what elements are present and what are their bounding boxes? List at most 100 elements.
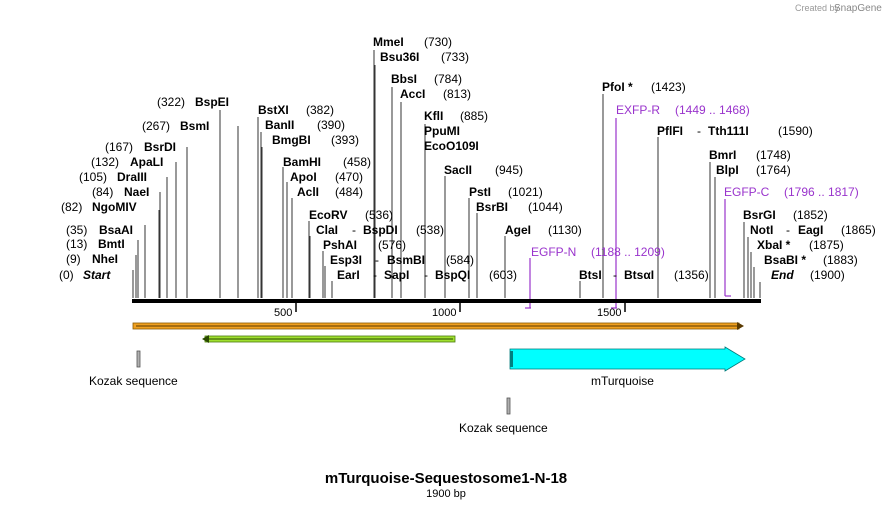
site-name: BsrGI (743, 208, 776, 222)
site-name: NotI (750, 223, 773, 237)
site-name: PstI (469, 185, 491, 199)
sequence-backbone (132, 299, 761, 312)
primer-name: EGFP-N (531, 245, 576, 259)
site-separator: - (373, 268, 377, 282)
primer-name: EXFP-R (616, 103, 660, 117)
tick-label: 500 (274, 307, 292, 319)
site-name: NaeI (124, 185, 149, 199)
site-name: PfoI * (602, 80, 633, 94)
site-pos: (538) (416, 223, 444, 237)
site-pos: (784) (434, 72, 462, 86)
site-name: BmtI (98, 237, 125, 251)
site-pos: (0) (59, 268, 74, 282)
primer-pos: (1188 .. 1209) (591, 245, 665, 259)
site-name: BmgBI (272, 133, 311, 147)
site-pos: (1356) (674, 268, 709, 282)
site-pos: (730) (424, 35, 452, 49)
site-name: NgoMIV (92, 200, 137, 214)
feature-label: Kozak sequence (459, 421, 548, 435)
site-separator: - (613, 268, 617, 282)
site-pos: (885) (460, 109, 488, 123)
end-label: End (771, 268, 794, 282)
site-name: BspDI (363, 223, 398, 237)
orf-forward[interactable] (132, 322, 744, 330)
site-name: EarI (337, 268, 360, 282)
site-name: XbaI * (757, 238, 791, 252)
site-name: EcoO109I (424, 139, 479, 153)
start-label: Start (83, 268, 111, 282)
site-pos: (458) (343, 155, 371, 169)
site-pos: (9) (66, 252, 81, 266)
snapgene-logo: SnapGene (834, 3, 882, 14)
site-name: EagI (798, 223, 823, 237)
site-pos: (382) (306, 103, 334, 117)
site-pos: (390) (317, 118, 345, 132)
primer-name: EGFP-C (724, 185, 770, 199)
kozak-feature-box[interactable] (506, 397, 511, 415)
site-pos: (35) (66, 223, 87, 237)
primer-pos: (1449 .. 1468) (675, 103, 750, 117)
site-pos: (1900) (810, 268, 845, 282)
site-pos: (733) (441, 50, 469, 64)
site-pos: (1875) (809, 238, 844, 252)
map-title: mTurquoise-Sequestosome1-N-18 (325, 470, 567, 487)
orf-reverse[interactable] (202, 335, 456, 343)
site-pos: (1883) (823, 253, 858, 267)
site-pos: (1423) (651, 80, 686, 94)
cut-site-lines (132, 50, 761, 298)
site-separator: - (697, 124, 701, 138)
site-name: AclI (297, 185, 319, 199)
site-pos: (945) (495, 163, 523, 177)
site-name: BsaBI * (764, 253, 806, 267)
site-name: KflI (424, 109, 443, 123)
site-name: EcoRV (309, 208, 347, 222)
site-pos: (1764) (756, 163, 791, 177)
feature-label: Kozak sequence (89, 374, 178, 388)
feature-label: mTurquoise (591, 374, 654, 388)
site-pos: (267) (142, 119, 170, 133)
site-name: BanII (265, 118, 294, 132)
site-name: BsrBI (476, 200, 508, 214)
credit-prefix: Created by (795, 3, 840, 13)
site-pos: (813) (443, 87, 471, 101)
site-name: ClaI (316, 223, 338, 237)
site-pos: (584) (446, 253, 474, 267)
site-pos: (84) (92, 185, 113, 199)
primer-pos: (1796 .. 1817) (784, 185, 859, 199)
sequence-length: 1900 bp (426, 488, 466, 500)
site-name: DraIII (117, 170, 147, 184)
site-pos: (603) (489, 268, 517, 282)
site-name: SapI (384, 268, 409, 282)
site-name: Esp3I (330, 253, 362, 267)
site-pos: (322) (157, 95, 185, 109)
site-name: BbsI (391, 72, 417, 86)
mturquoise-start-marker (510, 351, 513, 367)
mturquoise-feature[interactable] (509, 346, 746, 372)
site-pos: (1044) (528, 200, 563, 214)
site-name: NheI (92, 252, 118, 266)
site-name: MmeI (373, 35, 404, 49)
site-name: BtsαI (624, 268, 654, 282)
site-separator: - (352, 223, 356, 237)
site-separator: - (424, 268, 428, 282)
site-name: BlpI (716, 163, 739, 177)
kozak-feature-box[interactable] (136, 350, 141, 368)
site-name: PflFI (657, 124, 683, 138)
site-pos: (105) (79, 170, 107, 184)
site-name: BsaAI (99, 223, 133, 237)
site-name: Tth111I (708, 124, 749, 138)
site-name: SacII (444, 163, 472, 177)
site-pos: (576) (378, 238, 406, 252)
tick-label: 1500 (597, 307, 621, 319)
site-name: BsmI (180, 119, 209, 133)
site-separator: - (786, 223, 790, 237)
site-name: BspQI (435, 268, 470, 282)
site-pos: (82) (61, 200, 82, 214)
site-pos: (1021) (508, 185, 543, 199)
site-pos: (393) (331, 133, 359, 147)
site-pos: (1590) (778, 124, 813, 138)
site-pos: (1865) (841, 223, 876, 237)
site-name: AgeI (505, 223, 531, 237)
site-name: BstXI (258, 103, 289, 117)
site-pos: (484) (335, 185, 363, 199)
